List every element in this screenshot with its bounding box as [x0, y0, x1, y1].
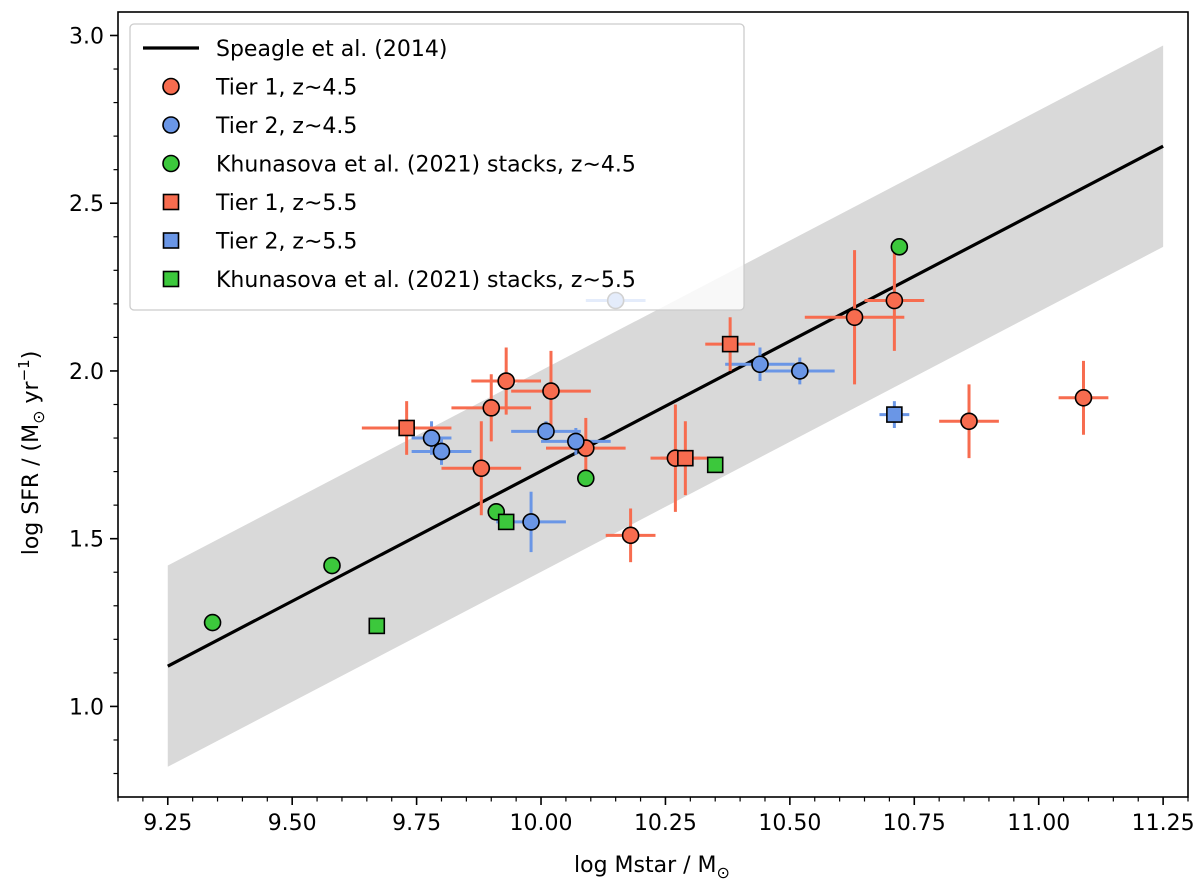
- y-axis-label: log SFR / (M⊙ yr−1): [15, 351, 48, 556]
- data-point: [621, 526, 640, 545]
- y-tick-label: 1.0: [69, 695, 104, 720]
- x-axis-label: log Mstar / M⊙: [574, 853, 730, 882]
- x-tick-label: 9.75: [392, 811, 441, 836]
- data-point: [706, 456, 724, 474]
- data-point: [542, 382, 560, 400]
- x-tick-label: 10.00: [510, 811, 573, 836]
- data-point: [1074, 388, 1093, 407]
- data-point: [791, 362, 809, 380]
- data-point: [886, 406, 903, 423]
- data-point: [432, 442, 451, 461]
- relation-line: [167, 144, 1164, 668]
- data-point: [482, 399, 501, 417]
- y-axis-label-unit: yr: [19, 380, 44, 410]
- data-point: [522, 513, 540, 531]
- legend-swatch-circle: [162, 77, 180, 96]
- x-tick-label: 10.50: [758, 811, 821, 836]
- x-tick-label: 9.50: [268, 811, 317, 836]
- y-axis-label-close: ): [19, 351, 44, 360]
- legend-entry: Khunasova et al. (2021) stacks, z~4.5: [162, 153, 636, 178]
- series-markers-3: [398, 335, 739, 467]
- legend-swatch-square: [162, 232, 180, 249]
- series-markers-0: [472, 291, 1093, 545]
- y-tick-label: 2.5: [69, 192, 104, 217]
- data-point: [577, 469, 595, 488]
- legend-entry: Speagle et al. (2014): [143, 37, 447, 62]
- data-point: [885, 291, 904, 310]
- data-point: [368, 617, 386, 635]
- data-point: [472, 459, 491, 478]
- data-point: [721, 335, 739, 353]
- series-markers-5: [368, 456, 724, 635]
- legend-swatch-square: [162, 193, 180, 211]
- legend-entry: Khunasova et al. (2021) stacks, z~5.5: [162, 268, 636, 293]
- legend-entry: Tier 2, z~4.5: [162, 114, 357, 139]
- legend-label: Tier 2, z~5.5: [215, 230, 357, 255]
- data-point: [398, 419, 415, 437]
- legend-label: Tier 1, z~4.5: [215, 76, 357, 101]
- y-axis-label-exp: −1: [15, 359, 33, 381]
- x-tick-label: 11.00: [1007, 811, 1070, 836]
- x-tick-label: 9.25: [143, 811, 192, 836]
- data-point: [890, 238, 909, 256]
- legend-label: Khunasova et al. (2021) stacks, z~4.5: [216, 153, 636, 178]
- legend-swatch-circle: [162, 154, 180, 173]
- data-point: [845, 308, 864, 327]
- x-axis-label-sub: ⊙: [717, 863, 730, 882]
- data-point: [203, 613, 222, 632]
- legend-entry: Tier 2, z~5.5: [162, 230, 357, 255]
- legend-entry: Tier 1, z~5.5: [162, 191, 357, 216]
- legend-label: Tier 2, z~4.5: [215, 114, 357, 139]
- legend-entry: Tier 1, z~4.5: [162, 76, 357, 101]
- x-tick-label: 10.75: [883, 811, 946, 836]
- data-point: [537, 422, 555, 441]
- data-point: [497, 513, 515, 531]
- data-point: [960, 412, 978, 431]
- x-axis-label-main: log Mstar / M: [574, 853, 717, 878]
- data-point: [497, 372, 515, 390]
- y-tick-label: 1.5: [69, 528, 104, 553]
- legend-label: Khunasova et al. (2021) stacks, z~5.5: [216, 268, 636, 293]
- data-point: [677, 449, 694, 467]
- x-tick-label: 11.25: [1132, 811, 1195, 836]
- data-point: [751, 355, 769, 374]
- legend-swatch-square: [162, 270, 180, 288]
- y-tick-label: 3.0: [69, 24, 104, 49]
- legend-label: Speagle et al. (2014): [216, 37, 447, 62]
- data-point: [567, 432, 585, 451]
- data-point: [323, 556, 341, 575]
- y-tick-label: 2.0: [69, 360, 104, 385]
- data-point: [422, 429, 441, 447]
- series-markers-2: [203, 238, 909, 632]
- series-markers-4: [886, 406, 903, 423]
- legend-swatch-circle: [162, 116, 180, 134]
- legend: Speagle et al. (2014) Tier 1, z~4.5 Tier 2…: [129, 23, 745, 311]
- legend-box: [129, 23, 745, 311]
- axes: 9.25 9.50 9.75 10.00 10.25 10.50 10.75 11.00 11.…: [69, 11, 1195, 836]
- x-tick-label: 10.25: [634, 811, 697, 836]
- y-axis-label-main: log SFR / (M: [19, 424, 44, 555]
- legend-label: Tier 1, z~5.5: [215, 191, 357, 216]
- plot-area: [167, 45, 1164, 767]
- y-axis-label-sub: ⊙: [29, 410, 48, 423]
